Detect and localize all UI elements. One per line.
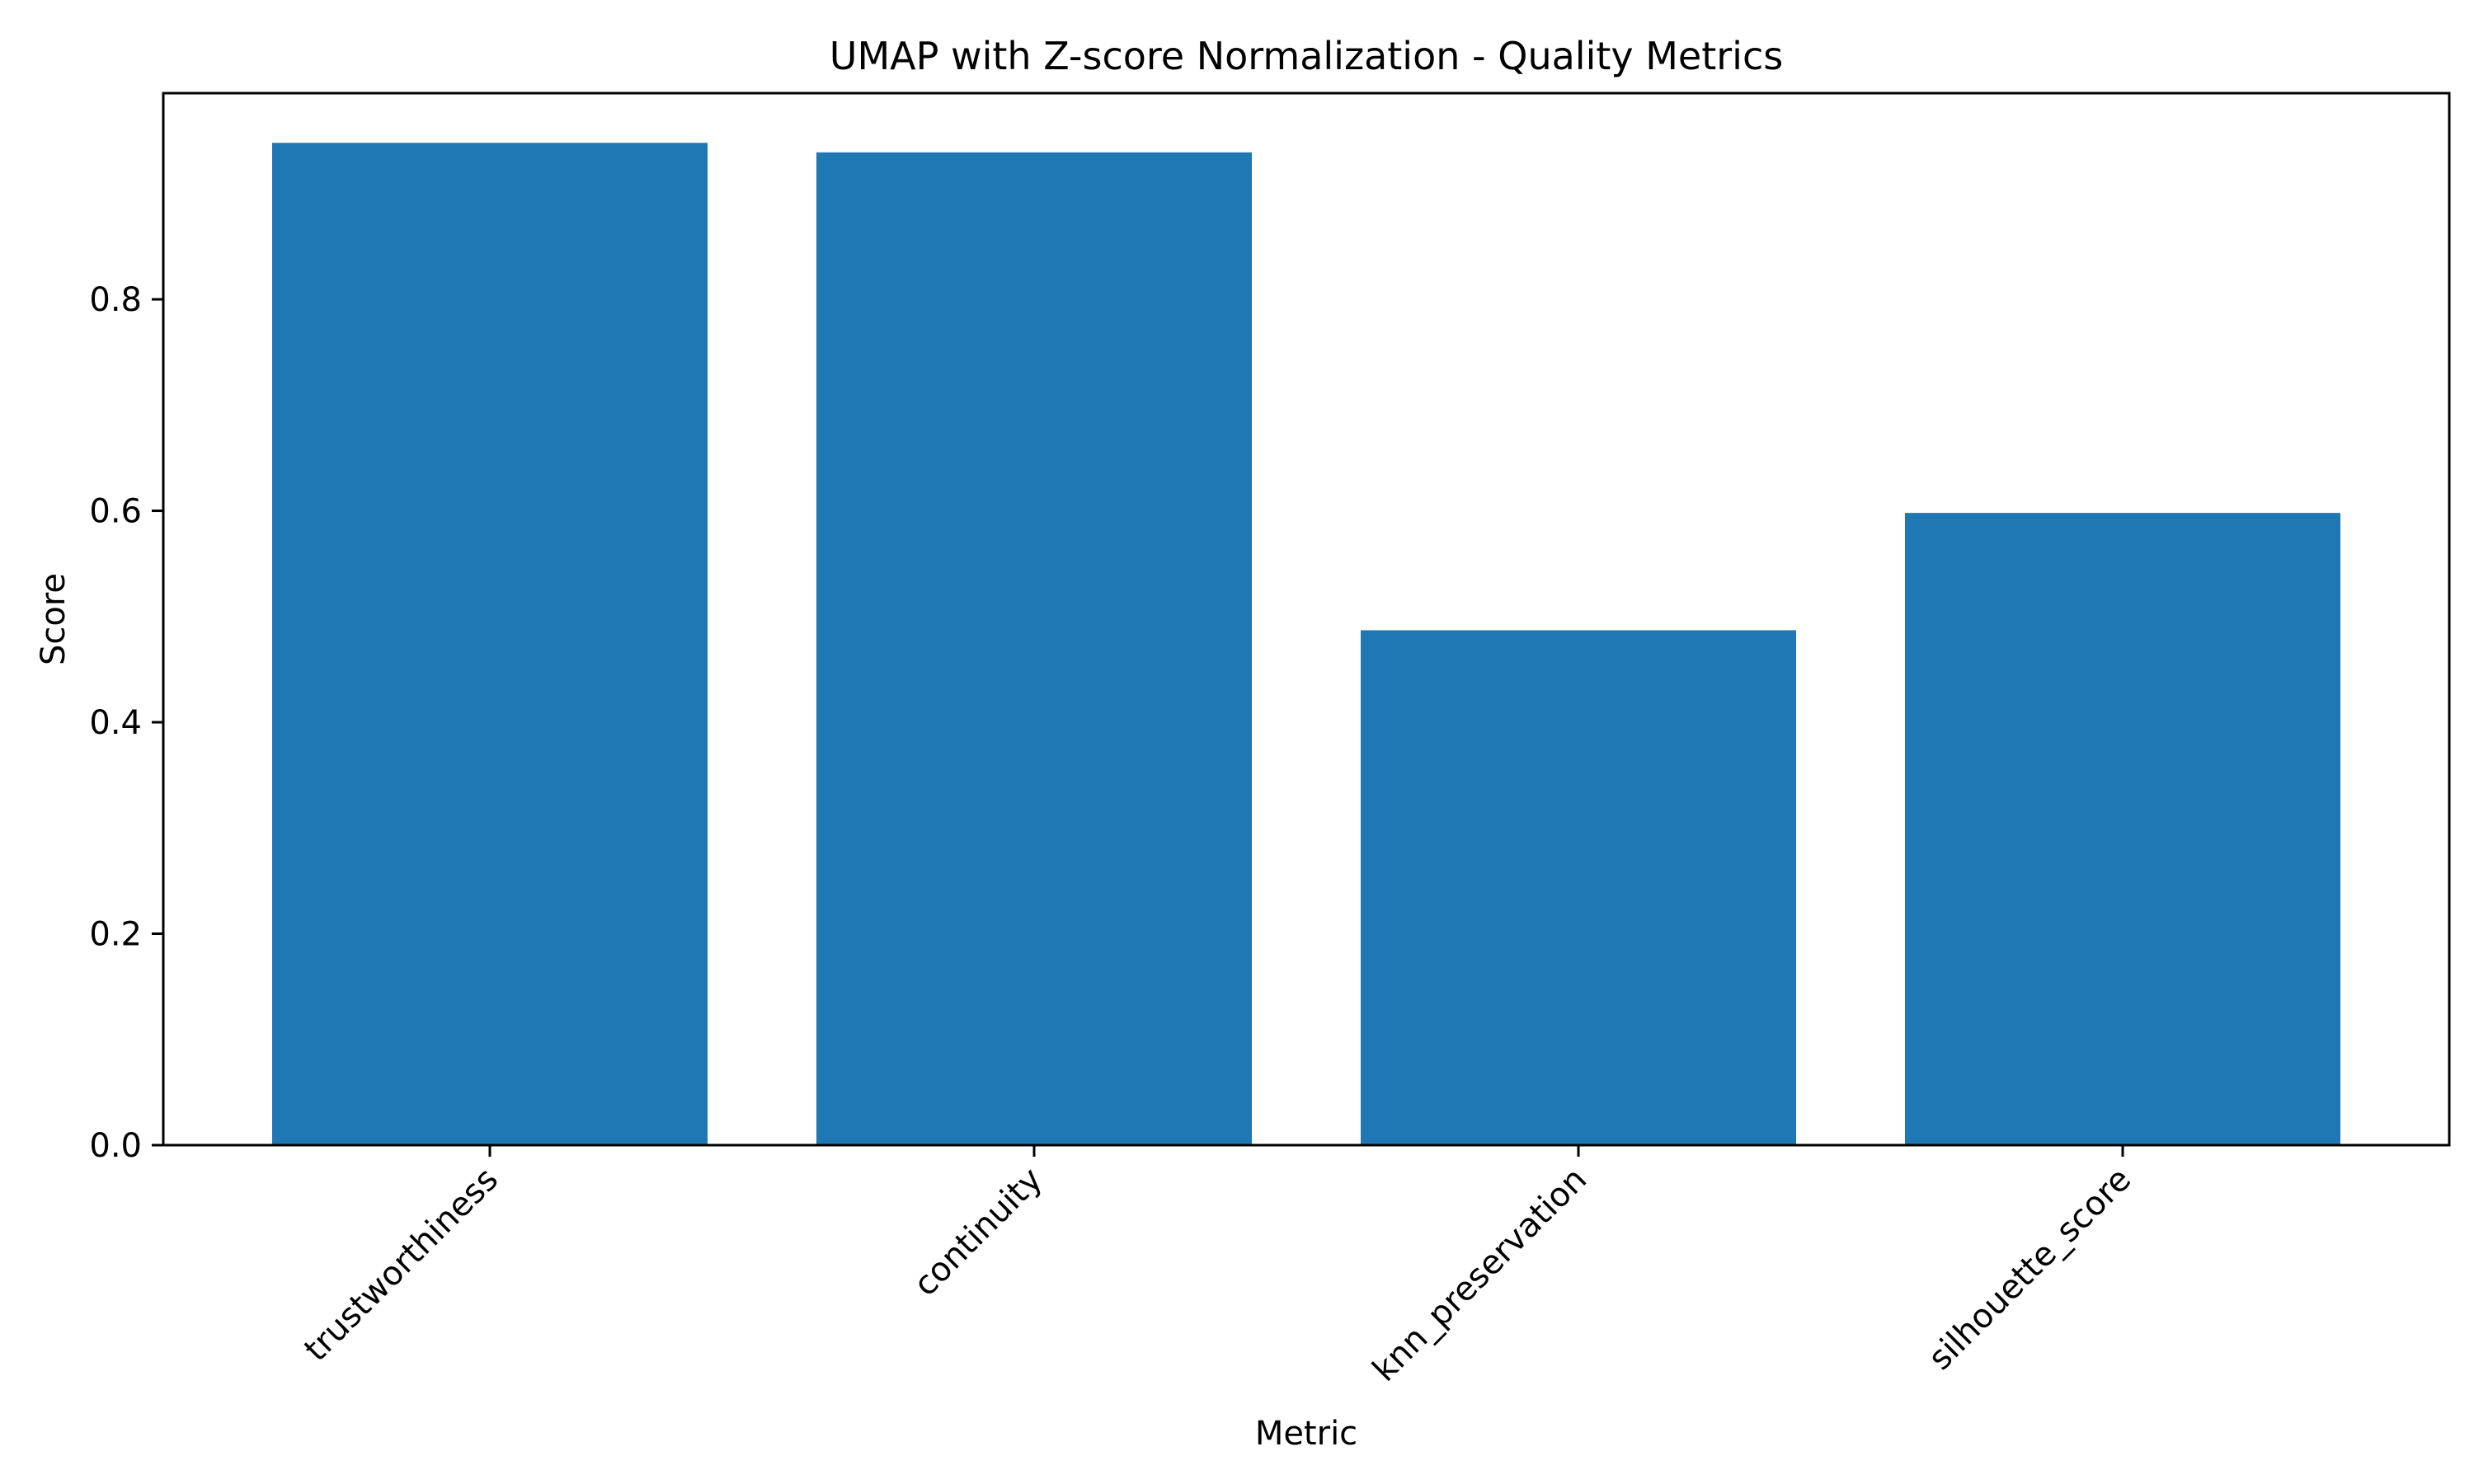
bar-continuity bbox=[816, 152, 1252, 1146]
y-tick-label: 0.8 bbox=[89, 281, 142, 319]
y-tick-label: 0.2 bbox=[89, 916, 142, 954]
bars-group bbox=[272, 143, 2340, 1146]
plot-area-frame bbox=[162, 92, 2451, 1147]
bar-knn-preservation bbox=[1361, 630, 1796, 1145]
y-tick-label: 0.6 bbox=[89, 493, 142, 531]
y-axis-ticks: 0.0 0.2 0.4 0.6 0.8 bbox=[89, 281, 163, 1165]
y-tick-label: 0.0 bbox=[89, 1127, 142, 1165]
y-axis-label: Score bbox=[35, 573, 73, 665]
bar-trustworthiness bbox=[272, 143, 708, 1146]
chart-title: UMAP with Z-score Normalization - Qualit… bbox=[830, 34, 1783, 78]
x-axis-label: Metric bbox=[1255, 1415, 1357, 1453]
y-tick-label: 0.4 bbox=[89, 704, 142, 742]
bar-silhouette-score bbox=[1905, 513, 2340, 1145]
